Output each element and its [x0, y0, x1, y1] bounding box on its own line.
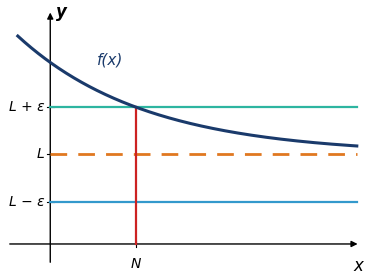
Text: y: y — [56, 3, 66, 21]
Text: L: L — [37, 148, 45, 162]
Text: N: N — [131, 257, 141, 271]
Text: f(x): f(x) — [97, 53, 124, 68]
Text: L + ε: L + ε — [9, 100, 45, 114]
Text: L − ε: L − ε — [9, 195, 45, 209]
Text: x: x — [354, 257, 363, 275]
